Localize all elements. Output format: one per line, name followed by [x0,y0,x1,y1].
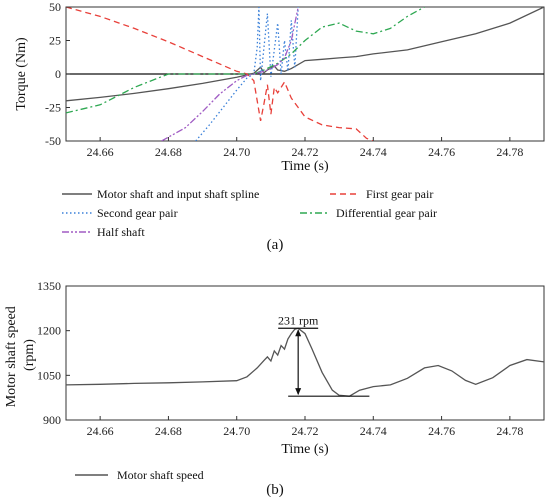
legend-label-motor-speed: Motor shaft speed [117,468,204,482]
x-tick-label: 24.68 [155,145,182,159]
speed-y-axis-title-line-2: (rpm) [22,339,37,371]
y-tick-label: 1350 [37,279,61,293]
x-tick-label: 24.72 [292,145,319,159]
x-tick-label: 24.66 [87,145,114,159]
x-tick-label: 24.70 [223,424,250,438]
torque-x-ticks: 24.66 24.68 24.70 24.72 24.74 24.76 24.78 [87,137,523,159]
torque-y-ticks: 50 25 0 -25 -50 [45,0,70,148]
x-tick-label: 24.70 [223,145,250,159]
y-tick-label: -25 [45,101,61,115]
caption-a: (a) [267,237,284,253]
amplitude-arrow-head-up [295,329,302,337]
series-line-b-0 [66,327,544,397]
legend-label-second-gear: Second gear pair [97,206,178,220]
speed-y-axis-title: Motor shaft speed (rpm) [4,303,37,408]
x-tick-label: 24.76 [428,145,455,159]
legend-label-half-shaft: Half shaft [97,225,145,239]
speed-plot-frame [65,285,545,421]
x-tick-label: 24.72 [292,424,319,438]
series-line-a-4 [161,7,299,141]
speed-y-ticks: 1350 1200 1050 900 [37,279,70,427]
amplitude-arrow-head-down [295,388,302,396]
speed-legend: Motor shaft speed [75,468,204,482]
legend-label-differential-gear: Differential gear pair [336,206,437,220]
series-line-a-3 [66,7,425,114]
x-tick-label: 24.66 [87,424,114,438]
x-tick-label: 24.78 [496,145,523,159]
torque-series-group [66,7,544,141]
amplitude-annotation: 231 rpm [278,313,319,327]
torque-y-axis-title: Torque (Nm) [14,37,29,111]
torque-x-axis-title: Time (s) [281,159,329,174]
speed-series-group [66,327,544,397]
x-tick-label: 24.74 [360,145,387,159]
speed-chart-panel: 231 rpm 24.66 24.68 24.70 24.72 24.74 24.76 24… [4,279,545,497]
legend-label-motor-shaft: Motor shaft and input shaft spline [97,187,259,201]
speed-y-axis-title-line-1: Motor shaft speed [4,306,19,407]
y-tick-label: -50 [45,134,61,148]
torque-chart-panel: 24.66 24.68 24.70 24.72 24.74 24.76 24.78 50 25… [14,0,545,253]
y-tick-label: 25 [49,34,61,48]
x-tick-label: 24.74 [360,424,387,438]
speed-x-ticks: 24.66 24.68 24.70 24.72 24.74 24.76 24.78 [87,416,523,438]
speed-x-axis-title: Time (s) [281,442,329,457]
series-line-a-1 [66,7,374,141]
torque-legend: Motor shaft and input shaft spline First… [62,187,437,239]
x-tick-label: 24.76 [428,424,455,438]
y-tick-label: 1200 [37,324,61,338]
y-tick-label: 900 [43,413,61,427]
y-tick-label: 50 [49,0,61,14]
y-tick-label: 1050 [37,368,61,382]
x-tick-label: 24.78 [496,424,523,438]
legend-label-first-gear: First gear pair [366,187,433,201]
caption-b: (b) [266,482,284,497]
y-tick-label: 0 [55,67,61,81]
speed-annotation-group: 231 rpm [278,313,370,397]
x-tick-label: 24.68 [155,424,182,438]
